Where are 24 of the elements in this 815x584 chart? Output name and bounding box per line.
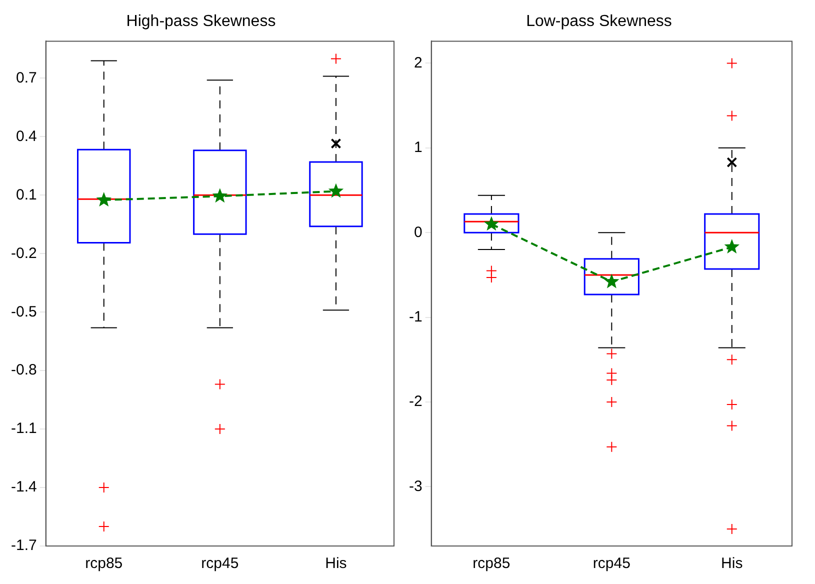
y-tick-label: 2	[414, 54, 422, 72]
x-tick-label: rcp45	[201, 555, 239, 572]
chart-title: Low-pass Skewness	[526, 13, 672, 30]
x-tick-label: rcp85	[85, 555, 123, 572]
point	[726, 157, 738, 168]
y-tick-label: -0.2	[10, 244, 37, 262]
x-tick-label: His	[325, 555, 347, 572]
x-tick-label: rcp45	[592, 555, 630, 572]
chart-title: High-pass Skewness	[126, 13, 276, 30]
y-tick-label: -0.5	[10, 303, 37, 320]
y-tick-label: 1	[414, 139, 422, 156]
y-tick-label: -1	[408, 308, 422, 326]
y-tick-label: -0.8	[10, 362, 37, 379]
y-tick-label: -1.4	[10, 478, 37, 496]
y-tick-label: 0.4	[16, 128, 37, 145]
y-tick-label: 0.1	[16, 186, 37, 204]
x-tick-label: rcp85	[472, 555, 510, 572]
y-tick-label: -1.7	[10, 537, 37, 554]
y-tick-label: 0	[414, 224, 422, 241]
y-tick-label: 0.7	[16, 69, 37, 86]
y-tick-label: -1.1	[10, 420, 37, 438]
y-tick-label: -3	[408, 478, 422, 495]
y-tick-label: -2	[408, 393, 422, 410]
x-tick-label: His	[721, 555, 743, 572]
